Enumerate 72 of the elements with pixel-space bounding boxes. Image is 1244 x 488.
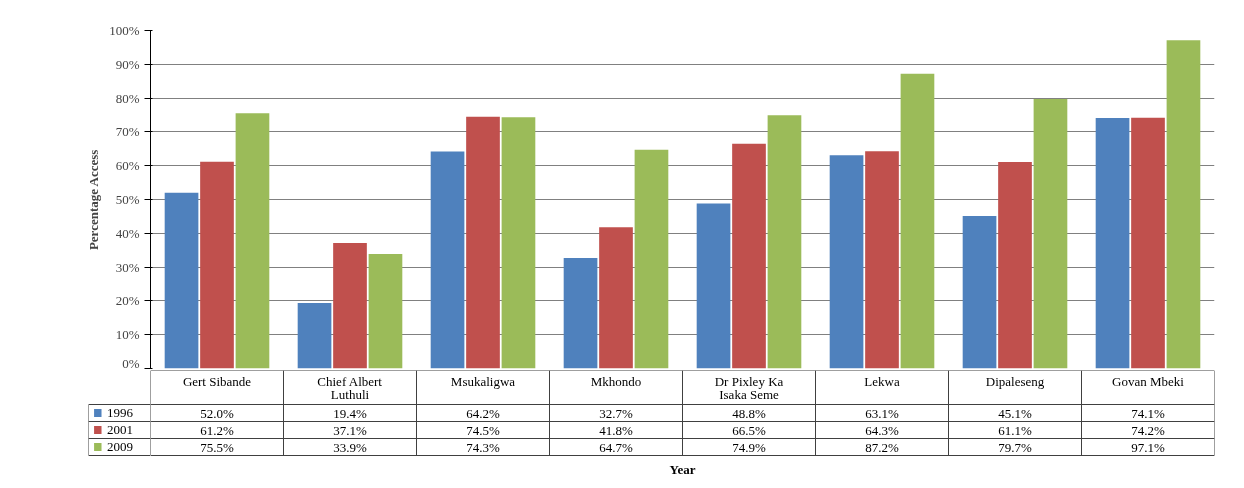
data-label: 74.1% bbox=[1131, 405, 1165, 421]
y-tick-label: 20% bbox=[115, 293, 140, 309]
data-label: 37.1% bbox=[333, 422, 367, 438]
data-label: 74.2% bbox=[1131, 422, 1165, 438]
legend-label: 2009 bbox=[107, 439, 134, 454]
data-label: 64.2% bbox=[466, 405, 500, 421]
bar bbox=[962, 216, 997, 369]
bar bbox=[865, 151, 899, 369]
bar bbox=[164, 192, 199, 369]
y-tick-label: 60% bbox=[115, 158, 140, 174]
x-tick-label: Msukaligwa bbox=[450, 373, 516, 389]
y-tick-label: 100% bbox=[109, 23, 140, 38]
data-label: 45.1% bbox=[998, 405, 1032, 421]
y-axis-title: Percentage Access bbox=[86, 149, 102, 251]
bar bbox=[829, 155, 864, 369]
data-label: 19.4% bbox=[333, 405, 367, 421]
bar bbox=[1166, 40, 1201, 369]
x-tick-label: Lekwa bbox=[864, 373, 900, 389]
bar bbox=[696, 203, 731, 369]
data-label: 97.1% bbox=[1131, 439, 1165, 455]
bar bbox=[466, 116, 500, 369]
data-label: 74.9% bbox=[732, 439, 766, 455]
bar bbox=[599, 227, 633, 369]
bar bbox=[368, 253, 403, 369]
bar bbox=[1033, 99, 1068, 369]
x-tick-label: Govan Mbeki bbox=[1112, 373, 1185, 389]
x-tick-label: Mkhondo bbox=[590, 373, 642, 389]
legend-label: 2001 bbox=[107, 422, 134, 437]
data-label: 87.2% bbox=[865, 439, 899, 455]
bar bbox=[767, 115, 802, 369]
bar bbox=[563, 257, 598, 369]
data-label: 66.5% bbox=[732, 422, 766, 438]
data-label: 74.3% bbox=[466, 439, 500, 455]
data-label: 61.2% bbox=[200, 422, 234, 438]
y-tick-label: 30% bbox=[115, 259, 140, 275]
y-tick-label: 0% bbox=[122, 355, 140, 371]
x-tick-label: Dr Pixley Ka Isaka Seme bbox=[714, 373, 784, 402]
y-tick-label: 80% bbox=[115, 90, 140, 106]
legend-label: 1996 bbox=[107, 405, 134, 420]
x-axis-title: Year bbox=[669, 462, 696, 477]
data-label: 41.8% bbox=[599, 422, 633, 438]
bar bbox=[732, 143, 766, 369]
x-tick-label: Dipaleseng bbox=[985, 373, 1045, 389]
bar bbox=[1131, 117, 1165, 369]
data-label: 75.5% bbox=[200, 439, 234, 455]
bar bbox=[200, 161, 234, 369]
bar bbox=[333, 243, 367, 369]
y-tick-label: 40% bbox=[115, 225, 140, 241]
bar bbox=[430, 151, 465, 369]
data-label: 63.1% bbox=[865, 405, 899, 421]
bar bbox=[501, 117, 536, 369]
data-label: 79.7% bbox=[998, 439, 1032, 455]
data-label: 48.8% bbox=[732, 405, 766, 421]
data-label: 64.3% bbox=[865, 422, 899, 438]
y-tick-label: 50% bbox=[115, 192, 140, 207]
y-tick-label: 90% bbox=[115, 56, 140, 72]
data-label: 64.7% bbox=[599, 439, 633, 455]
bar bbox=[235, 113, 270, 369]
data-label: 61.1% bbox=[998, 422, 1032, 438]
data-label: 33.9% bbox=[333, 439, 367, 455]
bar bbox=[900, 73, 935, 369]
data-label: 74.5% bbox=[466, 422, 500, 438]
y-tick-label: 70% bbox=[115, 124, 140, 140]
bar bbox=[1095, 118, 1130, 369]
data-label: 32.7% bbox=[599, 405, 633, 421]
data-label: 52.0% bbox=[200, 405, 234, 421]
x-tick-label: Gert Sibande bbox=[182, 373, 252, 389]
bar bbox=[297, 302, 332, 369]
bar bbox=[998, 161, 1032, 369]
y-tick-label: 10% bbox=[115, 327, 140, 343]
bar bbox=[634, 149, 669, 369]
x-tick-label: Chief Albert Luthuli bbox=[317, 373, 383, 402]
